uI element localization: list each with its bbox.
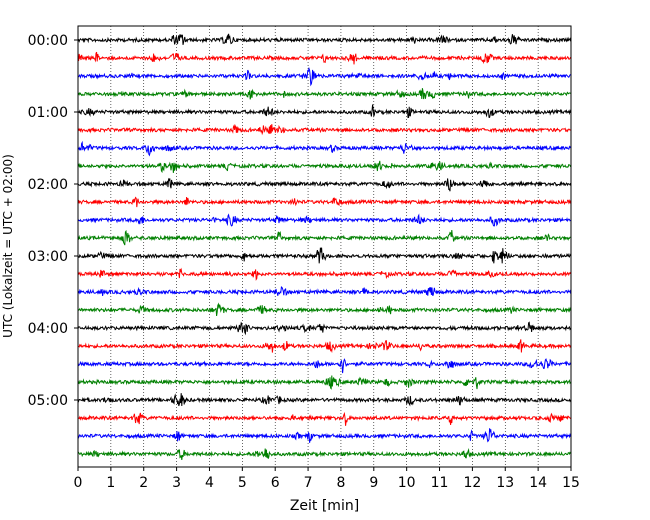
trace-24 [77,447,572,460]
x-tick-label: 9 [369,475,378,491]
trace-3 [77,66,571,87]
trace-6 [77,123,571,136]
x-tick-label: 8 [336,475,345,491]
trace-16 [77,302,572,316]
y-tick-label: 02:00 [28,177,68,193]
y-tick-label: 03:00 [28,249,68,265]
trace-14 [77,267,572,281]
trace-18 [77,339,572,354]
x-tick-label: 11 [431,475,449,491]
x-tick-label: 4 [205,475,214,491]
trace-19 [77,358,572,374]
y-tick-label: 05:00 [28,393,68,409]
x-tick-label: 0 [74,475,83,491]
trace-22 [77,411,571,426]
x-tick-label: 7 [304,475,313,491]
x-tick-label: 1 [106,475,115,491]
x-tick-label: 3 [172,475,181,491]
x-tick-label: 2 [139,475,148,491]
trace-9 [77,177,572,192]
y-tick-label: 00:00 [28,33,68,49]
trace-7 [77,140,572,157]
trace-20 [77,375,572,390]
y-axis-label: UTC (Lokalzeit = UTC + 02:00) [1,154,15,338]
x-tick-label: 6 [271,475,280,491]
trace-23 [77,428,572,443]
x-axis-label: Zeit [min] [290,498,359,514]
trace-8 [77,160,572,174]
trace-21 [77,393,572,407]
x-axis-ticks: 0 1 2 3 4 5 6 7 8 9 10 11 12 13 14 15 [74,467,580,491]
y-axis-ticks: 00:00 01:00 02:00 03:00 04:00 05:00 [28,33,78,409]
y-tick-label: 01:00 [28,105,68,121]
trace-4 [77,88,571,100]
trace-15 [77,286,572,297]
x-tick-label: 5 [238,475,247,491]
trace-11 [77,213,571,227]
trace-5 [77,104,572,119]
trace-12 [77,229,571,246]
trace-2 [77,51,572,65]
trace-13 [77,247,572,264]
x-tick-label: 15 [562,475,580,491]
trace-10 [77,196,572,208]
seismic-traces [77,33,572,460]
x-tick-label: 13 [496,475,514,491]
trace-1 [77,33,572,46]
trace-17 [77,321,572,336]
x-tick-label: 14 [529,475,547,491]
x-tick-label: 10 [398,475,416,491]
plot-frame [77,25,572,468]
y-tick-label: 04:00 [28,321,68,337]
x-tick-label: 12 [463,475,481,491]
